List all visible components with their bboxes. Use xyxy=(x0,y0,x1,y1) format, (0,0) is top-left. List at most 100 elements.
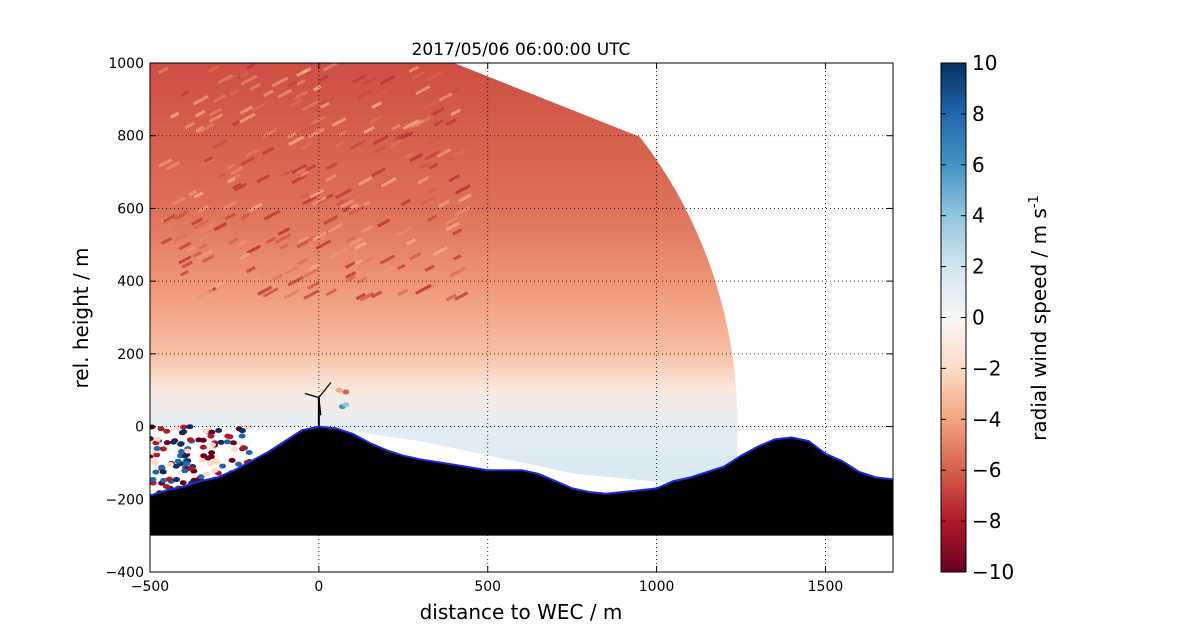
sector-texture-cell xyxy=(432,107,445,116)
sector-texture-cell xyxy=(196,249,214,260)
turbine-blade xyxy=(304,392,320,399)
colorbar-tick-label: −6 xyxy=(972,458,1001,482)
sector-texture-cell xyxy=(303,267,320,278)
sector-texture-cell xyxy=(452,254,462,261)
sector-texture-cell xyxy=(178,241,192,251)
sector-texture-cell xyxy=(228,237,239,245)
sector-texture-cell xyxy=(308,127,325,139)
sector-texture-cell xyxy=(290,98,303,107)
sector-texture-cell xyxy=(449,266,466,278)
sector-texture-cell xyxy=(445,293,457,302)
sector-texture-cell xyxy=(451,86,462,95)
y-tick-label: 0 xyxy=(135,420,144,436)
sector-texture-cell xyxy=(158,158,173,168)
sector-texture-cell xyxy=(290,203,307,215)
sector-texture-cell xyxy=(432,246,448,257)
near-surface-point xyxy=(199,437,207,443)
y-tick-label: −400 xyxy=(106,565,144,581)
sector-texture-cell xyxy=(165,161,181,171)
near-surface-point xyxy=(342,402,350,408)
sector-texture-cell xyxy=(453,66,463,74)
terrain-edge xyxy=(150,425,893,497)
sector-texture-cell xyxy=(320,101,330,109)
sector-texture-cell xyxy=(222,200,238,211)
sector-texture-cell xyxy=(397,288,409,297)
sector-texture-cell xyxy=(400,198,412,207)
colorbar-tick-label: 4 xyxy=(972,204,985,228)
near-surface-point xyxy=(229,440,237,446)
sector-texture-cell xyxy=(301,142,312,150)
sector-texture-cell xyxy=(323,215,339,226)
near-surface-point xyxy=(173,425,181,431)
near-surface-point xyxy=(184,448,192,454)
sector-texture-cell xyxy=(438,92,453,102)
sector-texture-cell xyxy=(266,236,277,244)
sector-texture-cell xyxy=(239,252,251,261)
sector-texture-cell xyxy=(208,107,223,117)
x-tick-label: −500 xyxy=(131,579,169,595)
sector-texture-cell xyxy=(277,88,293,99)
sector-texture-cell xyxy=(408,65,419,73)
sector-texture-cell xyxy=(217,73,234,84)
sector-texture-cell xyxy=(327,223,343,234)
sector-texture-cell xyxy=(322,63,339,72)
y-axis-label: rel. height / m xyxy=(69,247,93,388)
near-surface-point xyxy=(172,463,180,469)
near-surface-point xyxy=(180,424,188,430)
y-tick-label: 1000 xyxy=(108,56,144,72)
sector-texture-cell xyxy=(332,246,349,258)
sector-texture-cell xyxy=(404,152,414,160)
sector-texture-cell xyxy=(249,82,262,91)
near-surface-point xyxy=(181,468,189,474)
sector-texture-cell xyxy=(303,289,320,300)
sector-texture-cell xyxy=(420,195,436,206)
sector-texture-cell xyxy=(260,270,271,278)
sector-texture-cell xyxy=(261,146,275,156)
near-surface-point xyxy=(243,424,251,430)
sector-texture-cell xyxy=(192,251,202,258)
sector-texture-cell xyxy=(291,173,308,185)
y-tick-label: 800 xyxy=(117,129,144,145)
sector-texture-cell xyxy=(345,235,356,243)
sector-texture-cell xyxy=(363,125,375,134)
sector-texture-cell xyxy=(225,73,238,83)
sector-texture-cell xyxy=(256,173,271,184)
colorbar-tick-label: 0 xyxy=(972,306,985,330)
near-surface-point xyxy=(215,427,223,433)
sector-texture-cell xyxy=(345,270,357,279)
sector-texture-cell xyxy=(445,221,460,232)
sector-texture-cell xyxy=(391,123,402,131)
sector-texture-cell xyxy=(354,241,367,250)
sector-texture-cell xyxy=(197,122,215,134)
sector-texture-cell xyxy=(157,66,169,75)
sector-texture-cell xyxy=(424,150,440,161)
sector-texture-cell xyxy=(409,152,424,163)
sector-texture-cell xyxy=(233,182,247,192)
sector-texture-cell xyxy=(287,80,298,88)
sector-texture-cell xyxy=(362,75,378,86)
sector-texture-cell xyxy=(172,209,190,221)
sector-texture-cell xyxy=(262,287,279,298)
sector-texture-cell xyxy=(317,74,329,83)
sector-texture-cell xyxy=(412,71,426,81)
plot-frame xyxy=(149,62,894,573)
sector-texture-cell xyxy=(217,172,227,180)
sector-texture-cell xyxy=(370,167,387,178)
near-surface-point xyxy=(157,426,165,432)
sector-texture-cell xyxy=(246,63,255,70)
sector-texture-cell xyxy=(279,243,289,251)
turbine-blade xyxy=(318,397,322,416)
sector-texture-cell xyxy=(397,263,406,271)
sector-texture-cell xyxy=(241,282,255,292)
sector-texture-cell xyxy=(380,176,397,188)
sector-texture-cell xyxy=(325,161,338,171)
sector-texture-cell xyxy=(325,288,337,297)
sector-texture-cell xyxy=(201,157,215,167)
near-surface-point xyxy=(153,445,161,451)
sector-texture-cell xyxy=(193,191,204,199)
sector-texture-cell xyxy=(239,105,254,115)
scan-sector-texture xyxy=(156,63,472,302)
sector-texture-cell xyxy=(212,139,228,149)
sector-texture-cell xyxy=(272,273,283,281)
